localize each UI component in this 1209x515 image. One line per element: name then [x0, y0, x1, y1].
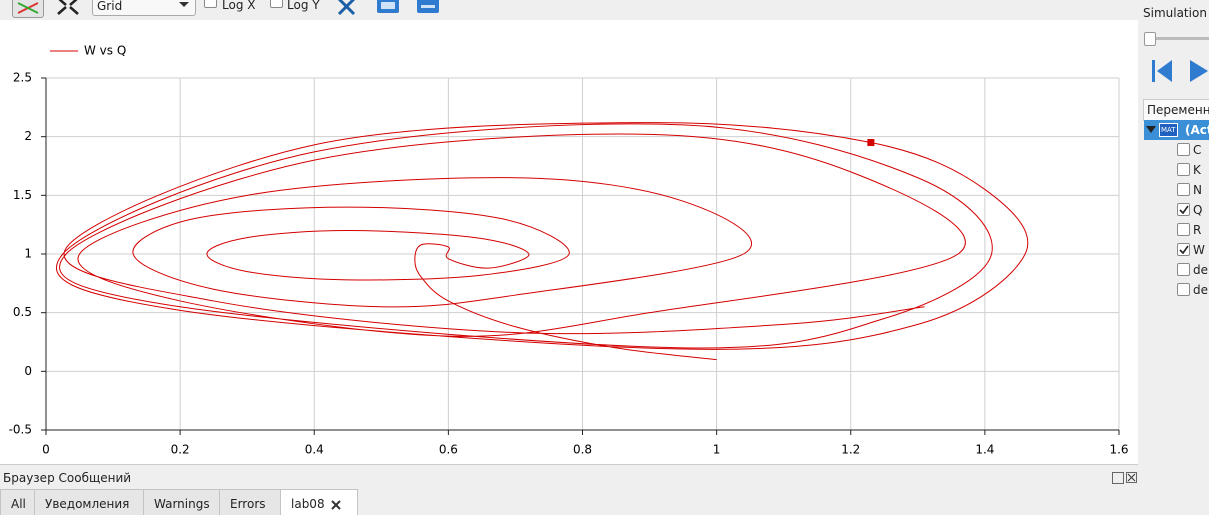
root-label: (Act [1185, 123, 1209, 137]
tab[interactable]: Уведомления [34, 489, 144, 515]
tab-label: Errors [230, 497, 266, 511]
panel-title: Simulation T [1143, 6, 1209, 20]
tab[interactable]: Errors [219, 489, 281, 515]
y-tick-label: -0.5 [9, 423, 32, 437]
grid-mode: Grid [97, 0, 123, 13]
tab-label: All [11, 497, 26, 511]
column-header: Переменны [1143, 99, 1209, 121]
variable-name: Q [1193, 203, 1203, 217]
y-tick-label: 0.5 [13, 305, 32, 319]
variable-checkbox[interactable] [1177, 143, 1190, 156]
message-title: Браузер Сообщений [3, 471, 132, 485]
root-icon: MAT [1159, 123, 1178, 137]
log-x-label: Log X [222, 0, 256, 12]
setup-button[interactable] [336, 0, 360, 16]
x-tick-label: 1.2 [841, 443, 860, 457]
x-tick-label: 1.4 [975, 443, 994, 457]
variable-checkbox[interactable] [1177, 223, 1190, 236]
variable-name: der [1193, 263, 1209, 277]
y-tick-label: 2 [24, 129, 32, 143]
log-x-checkbox[interactable] [204, 0, 217, 8]
legend-label: W vs Q [84, 44, 126, 58]
y-tick-label: 2.5 [13, 71, 32, 85]
time-slider[interactable] [1150, 37, 1209, 40]
export-button[interactable] [376, 0, 400, 16]
variable-checkbox[interactable] [1177, 243, 1190, 256]
x-tick-label: 0.2 [171, 443, 190, 457]
message-browser: Браузер Сообщений All Уведомления Warnings… [0, 468, 1140, 515]
tab-label: lab08 [291, 497, 325, 511]
log-y-checkbox[interactable] [270, 0, 283, 8]
variable-name: R [1193, 223, 1202, 237]
tab-close[interactable] [331, 500, 341, 510]
print-button[interactable] [416, 0, 440, 16]
log-y-label: Log Y [287, 0, 320, 12]
grid-dropdown[interactable]: Grid [92, 0, 196, 16]
zoom-button[interactable] [55, 0, 81, 16]
header-text: Переменны [1147, 103, 1209, 117]
variable-name: W [1193, 243, 1205, 257]
tab-label: Уведомления [45, 497, 130, 511]
variable-name: der [1193, 283, 1209, 297]
x-tick-label: 1 [713, 443, 721, 457]
float-button[interactable] [1112, 472, 1124, 484]
x-tick-label: 0.4 [305, 443, 324, 457]
variables-panel: Simulation T Переменны MAT (Act CKNQRWde… [1140, 0, 1209, 300]
tab[interactable]: Warnings [143, 489, 220, 515]
y-tick-label: 0 [24, 364, 32, 378]
x-tick-label: 0.6 [439, 443, 458, 457]
x-tick-label: 0 [42, 443, 50, 457]
variable-name: K [1193, 163, 1201, 177]
current-point [867, 139, 875, 147]
variable-name: C [1193, 143, 1202, 157]
variable-checkbox[interactable] [1177, 263, 1190, 276]
playback-buttons[interactable] [1150, 58, 1209, 84]
slider-handle[interactable] [1144, 32, 1156, 46]
variable-checkbox[interactable] [1177, 203, 1190, 216]
y-tick-label: 1 [24, 247, 32, 261]
toolbar: Grid Log X Log Y [0, 0, 1138, 19]
variable-checkbox[interactable] [1177, 163, 1190, 176]
x-tick-label: 0.8 [573, 443, 592, 457]
y-tick-label: 1.5 [13, 188, 32, 202]
root-row[interactable]: MAT (Act [1144, 120, 1209, 140]
variable-checkbox[interactable] [1177, 183, 1190, 196]
x-tick-label: 1.6 [1109, 443, 1128, 457]
tab[interactable]: lab08 [280, 489, 358, 515]
fit-button[interactable] [12, 0, 44, 18]
plot: 0 0.2 0.4 0.6 0.8 1 1.2 1.4 1.6 -0.5 0 0.5 1 1.5 2 2.5 W… [0, 20, 1138, 465]
tab-label: Warnings [154, 497, 210, 511]
variable-name: N [1193, 183, 1202, 197]
variable-checkbox[interactable] [1177, 283, 1190, 296]
close-panel-button[interactable] [1126, 472, 1138, 484]
tab[interactable]: All [0, 489, 35, 515]
data-line [56, 122, 1029, 361]
